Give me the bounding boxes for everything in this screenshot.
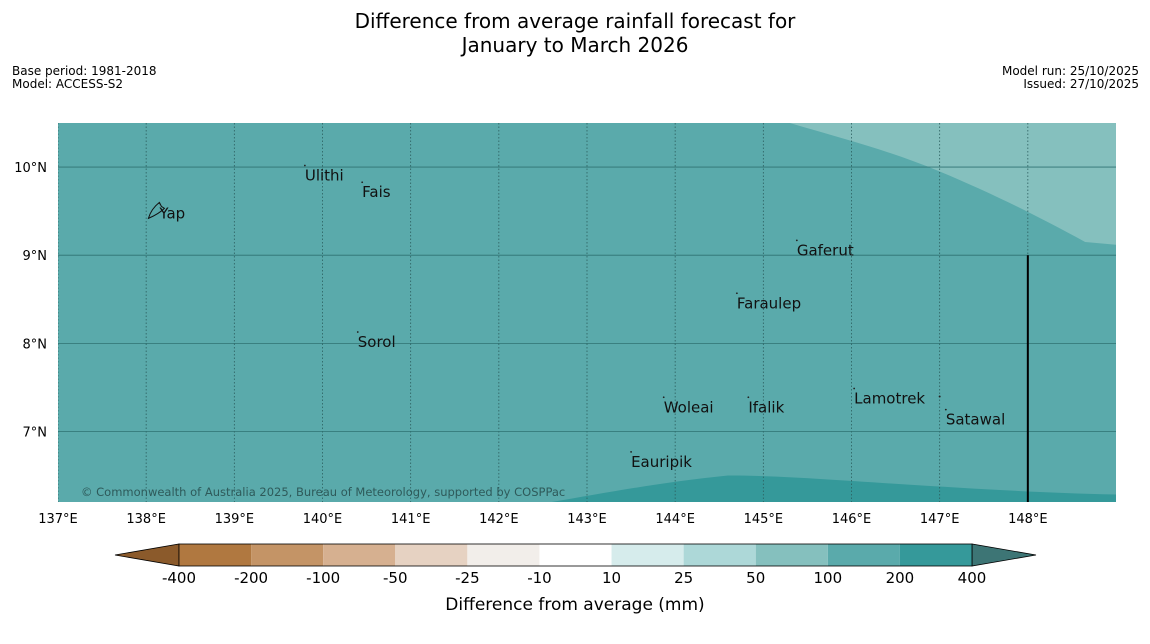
lon-tick-label: 137°E <box>38 512 78 527</box>
lon-tick-label: 148°E <box>1008 512 1048 527</box>
colorbar-tick-label: -400 <box>162 569 196 587</box>
colorbar-segment <box>179 544 252 566</box>
colorbar-tick-label: 200 <box>886 569 915 587</box>
colorbar-segment <box>755 544 828 566</box>
place-marker <box>735 292 738 295</box>
place-label: Sorol <box>358 333 396 351</box>
colorbar-frame <box>178 543 973 567</box>
colorbar-tick-label: -100 <box>306 569 340 587</box>
colorbar-segment <box>251 544 324 566</box>
colorbar-tick-label: 400 <box>958 569 987 587</box>
colorbar-segment <box>323 544 396 566</box>
place-label: Ifalik <box>748 398 784 416</box>
place-label: Gaferut <box>797 241 854 259</box>
place-marker <box>662 396 665 399</box>
colorbar-tick-label: 100 <box>813 569 842 587</box>
lon-tick-label: 147°E <box>920 512 960 527</box>
colorbar-segment <box>395 544 468 566</box>
colorbar-segment <box>899 544 972 566</box>
lon-tick-label: 146°E <box>832 512 872 527</box>
colorbar-segment <box>683 544 756 566</box>
map-area: Ulithi Fais Yap Gaferut Faraulep Sorol Lamotre… <box>58 123 1116 502</box>
place-marker <box>747 396 750 399</box>
place-label: Satawal <box>946 411 1005 429</box>
colorbar-tick-label: 10 <box>602 569 621 587</box>
lat-tick-label: 9°N <box>23 249 48 264</box>
base-period-text: Base period: 1981-2018 <box>12 64 157 78</box>
lon-tick-label: 142°E <box>479 512 519 527</box>
map-axes: 137°E 138°E 139°E 140°E 141°E 142°E 143°E 144°E… <box>14 161 1047 527</box>
colorbar-segment <box>467 544 540 566</box>
place-label: Eauripik <box>631 453 692 471</box>
copyright-text: © Commonwealth of Australia 2025, Bureau… <box>81 485 565 499</box>
colorbar-tick-label: 25 <box>674 569 693 587</box>
colorbar-tick-label: -10 <box>527 569 552 587</box>
map-fill <box>58 123 1116 502</box>
title-line-1: Difference from average rainfall forecas… <box>354 9 796 33</box>
place-marker <box>361 181 364 184</box>
issued-text: Issued: 27/10/2025 <box>1023 77 1139 91</box>
colorbar-tick-label: -25 <box>455 569 480 587</box>
place-marker <box>303 164 306 167</box>
lon-tick-label: 139°E <box>215 512 255 527</box>
model-run-text: Model run: 25/10/2025 <box>1001 64 1139 78</box>
model-text: Model: ACCESS-S2 <box>12 77 124 91</box>
colorbar-high-arrow <box>971 543 1037 567</box>
colorbar-segment <box>827 544 900 566</box>
lon-tick-label: 140°E <box>303 512 343 527</box>
lat-tick-label: 7°N <box>23 425 48 440</box>
place-marker <box>795 239 798 242</box>
colorbar-tick-label: 50 <box>746 569 765 587</box>
place-label: Faraulep <box>737 294 801 312</box>
lon-tick-label: 138°E <box>126 512 166 527</box>
lat-tick-label: 8°N <box>23 337 48 352</box>
yap-island-outline <box>147 201 166 220</box>
place-marker <box>356 331 359 333</box>
info-left: Base period: 1981-2018 Model: ACCESS-S2 <box>12 65 157 91</box>
drier-region <box>551 475 1116 502</box>
colorbar-segment <box>539 544 612 566</box>
lon-tick-label: 141°E <box>391 512 431 527</box>
place-label: Lamotrek <box>854 389 925 407</box>
place-label: Yap <box>158 204 185 222</box>
colorbar: -400 -200 -100 -50 -25 -10 10 25 50 100 200 400 Diff… <box>114 543 1037 615</box>
place-marker <box>944 408 947 411</box>
map-title: Difference from average rainfall forecas… <box>0 9 1150 57</box>
colorbar-tick-label: -50 <box>383 569 408 587</box>
wetter-region <box>789 123 1116 245</box>
lat-tick-label: 10°N <box>14 161 47 176</box>
lon-tick-label: 143°E <box>567 512 607 527</box>
info-right: Model run: 25/10/2025 Issued: 27/10/2025 <box>1002 65 1139 91</box>
place-label: Fais <box>362 183 391 201</box>
colorbar-tick-label: -200 <box>234 569 268 587</box>
lon-tick-label: 144°E <box>655 512 695 527</box>
place-label: Ulithi <box>305 166 344 184</box>
place-marker <box>630 451 632 453</box>
title-line-2: January to March 2026 <box>461 33 689 57</box>
small-island-dot <box>938 395 941 398</box>
place-marker <box>853 387 856 390</box>
lon-tick-label: 145°E <box>744 512 784 527</box>
place-label: Woleai <box>664 398 714 416</box>
colorbar-low-arrow <box>114 543 180 567</box>
colorbar-title: Difference from average (mm) <box>445 595 704 615</box>
colorbar-segment <box>611 544 684 566</box>
place-marker <box>158 202 161 205</box>
